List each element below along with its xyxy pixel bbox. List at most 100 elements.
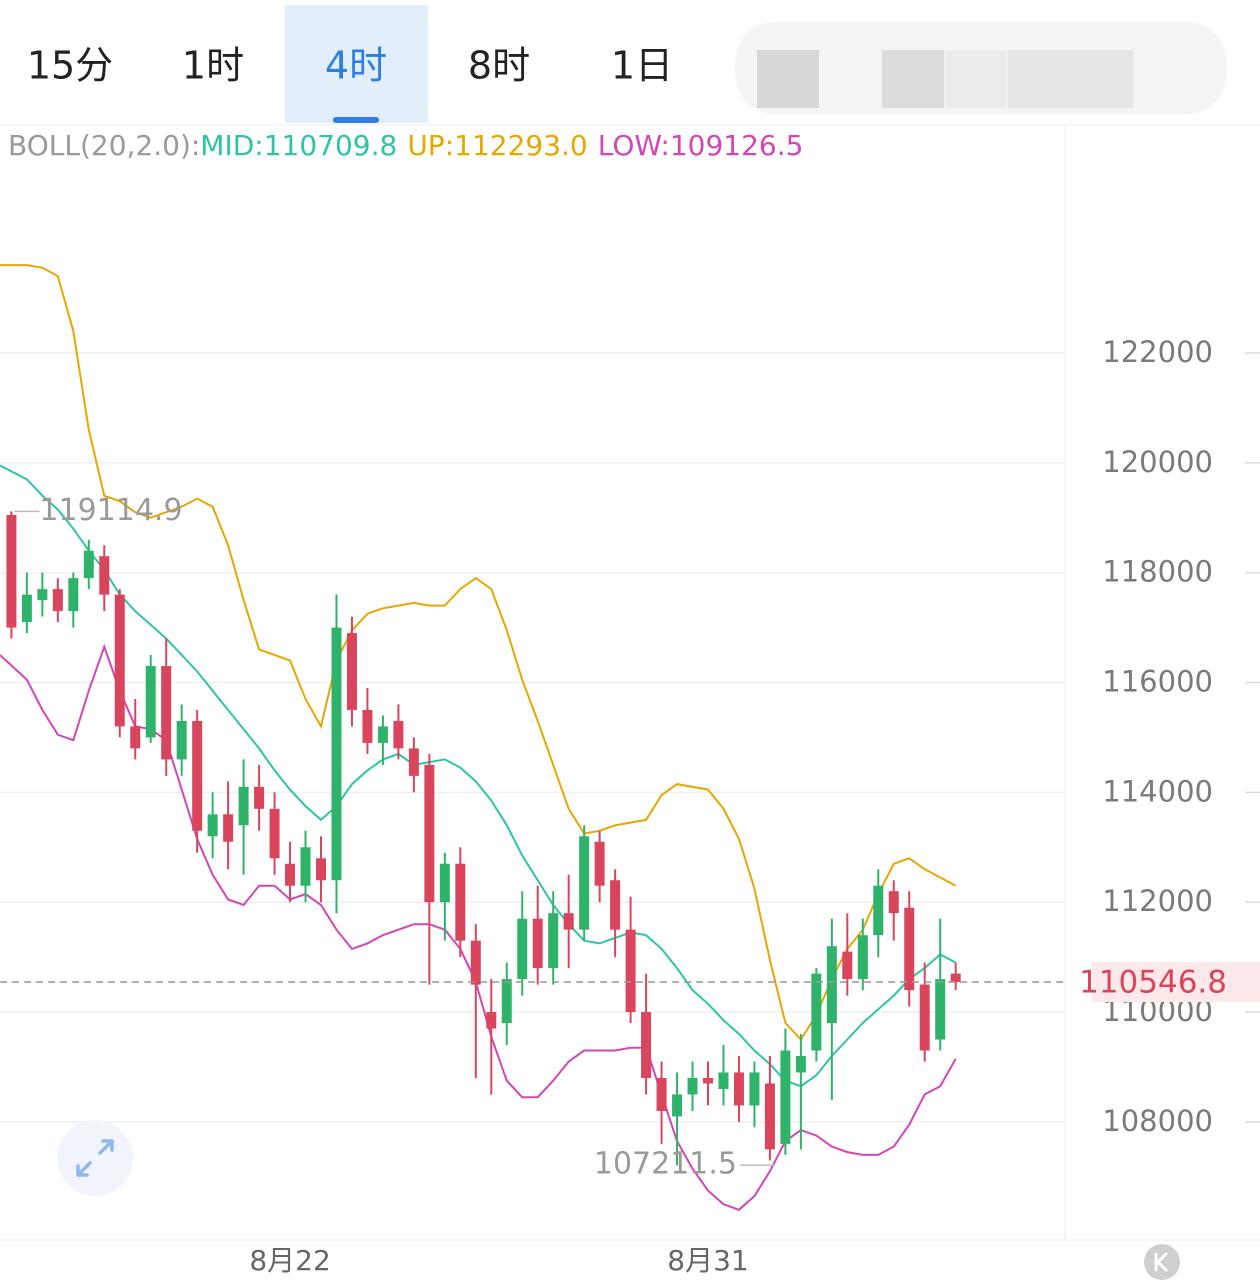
candle-body — [68, 578, 79, 612]
tab[interactable]: 15分 — [27, 44, 113, 88]
y-tick-label: 122000 — [1102, 335, 1213, 369]
indicator-name: BOLL(20,2.0): — [8, 129, 200, 162]
k-bg[interactable] — [1144, 1244, 1180, 1280]
candles — [6, 511, 961, 1166]
candle-body — [377, 726, 388, 743]
band-line — [0, 264, 957, 1042]
k-button[interactable] — [1144, 1244, 1180, 1280]
expand-button[interactable] — [57, 1120, 133, 1196]
active-tab-indicator[interactable] — [333, 117, 379, 123]
x-tick-label: 8月31 — [667, 1244, 748, 1277]
candle-body — [161, 666, 172, 760]
price-tag — [1092, 962, 1260, 1003]
y-tick-label: 108000 — [1102, 1104, 1213, 1138]
candle-body — [6, 514, 17, 628]
legend-mid: MID:110709.8 — [200, 129, 397, 162]
candle-body — [269, 808, 280, 859]
candle-body — [52, 589, 63, 612]
blurred-area — [735, 22, 1227, 114]
candle-body — [393, 720, 404, 749]
tab[interactable]: 4时 — [325, 44, 387, 88]
candle-body — [672, 1094, 683, 1117]
candle-body — [764, 1083, 775, 1150]
candle-body — [501, 979, 512, 1024]
candle-body — [795, 1055, 806, 1073]
candle-body — [780, 1050, 791, 1144]
labels: 1080001100001120001140001160001180001200… — [0, 335, 1260, 1277]
candle-body — [811, 973, 822, 1051]
tab[interactable]: 1日 — [611, 44, 673, 88]
candle-body — [346, 633, 357, 710]
candle-body — [145, 666, 156, 738]
candle-body — [176, 720, 187, 760]
indicator-legend: BOLL(20,2.0):MID:110709.8 UP:112293.0 LOW:… — [8, 129, 803, 162]
candle-body — [207, 814, 218, 837]
candle-body — [548, 913, 559, 969]
candle-body — [857, 935, 868, 980]
candle-body — [842, 951, 853, 980]
candle-body — [254, 786, 265, 809]
candle-body — [285, 863, 296, 886]
active-tab-bg[interactable] — [285, 5, 428, 123]
candle-body — [563, 913, 574, 930]
y-tick-label: 118000 — [1102, 555, 1213, 589]
candle-body — [424, 764, 435, 903]
y-tick-label: 116000 — [1102, 665, 1213, 699]
candle-body — [362, 709, 373, 743]
candle-body — [625, 929, 636, 1013]
blur-block — [1008, 50, 1133, 108]
band-line — [0, 464, 957, 1088]
candle-body — [594, 841, 605, 886]
candle-body — [919, 984, 930, 1051]
candle-body — [21, 594, 32, 623]
expand-bg[interactable] — [57, 1120, 133, 1196]
candle-body — [873, 885, 884, 936]
candle-body — [99, 556, 110, 595]
candle-body — [130, 726, 141, 749]
candle-body — [300, 847, 311, 886]
high-label: 119114.9 — [39, 493, 182, 528]
candle-body — [904, 907, 915, 991]
candle-body — [950, 973, 961, 983]
candle-body — [579, 836, 590, 930]
candle-body — [331, 627, 342, 881]
legend-low: LOW:109126.5 — [598, 129, 804, 162]
candle-body — [439, 863, 450, 903]
candle-body — [532, 918, 543, 969]
blur-block — [882, 50, 944, 108]
tab[interactable]: 8时 — [468, 44, 530, 88]
candle-body — [486, 1012, 497, 1029]
candle-body — [223, 814, 234, 842]
tab-bar: 15分 1时 4时 8时 1日 — [27, 5, 673, 123]
candle-body — [718, 1072, 729, 1089]
tab[interactable]: 1时 — [182, 44, 244, 88]
k-icon[interactable] — [1154, 1251, 1169, 1273]
candle-body — [749, 1072, 760, 1106]
price-label: 110546.8 — [1079, 965, 1227, 1001]
y-tick-label: 112000 — [1102, 884, 1213, 918]
candle-body — [83, 550, 94, 579]
candle-body — [935, 979, 946, 1040]
y-tick-label: 120000 — [1102, 445, 1213, 479]
candle-body — [192, 720, 203, 831]
candle-body — [610, 880, 621, 930]
blur-block — [757, 50, 819, 108]
candle-body — [517, 918, 528, 980]
grid — [0, 352, 1260, 1123]
x-tick-label: 8月22 — [249, 1244, 330, 1277]
candle-body — [470, 940, 481, 985]
candle-body — [703, 1077, 713, 1084]
blur-block — [945, 50, 1007, 108]
candle-body — [656, 1077, 667, 1111]
candle-body — [641, 1012, 652, 1078]
candle-body — [238, 786, 249, 826]
expand-icon[interactable] — [76, 1139, 114, 1177]
low-label: 107211.5 — [594, 1147, 737, 1182]
candle-body — [733, 1072, 744, 1106]
candle-body — [114, 594, 125, 727]
y-tick-label: 114000 — [1102, 774, 1213, 808]
candle-body — [826, 946, 837, 1024]
candle-body — [408, 748, 419, 776]
